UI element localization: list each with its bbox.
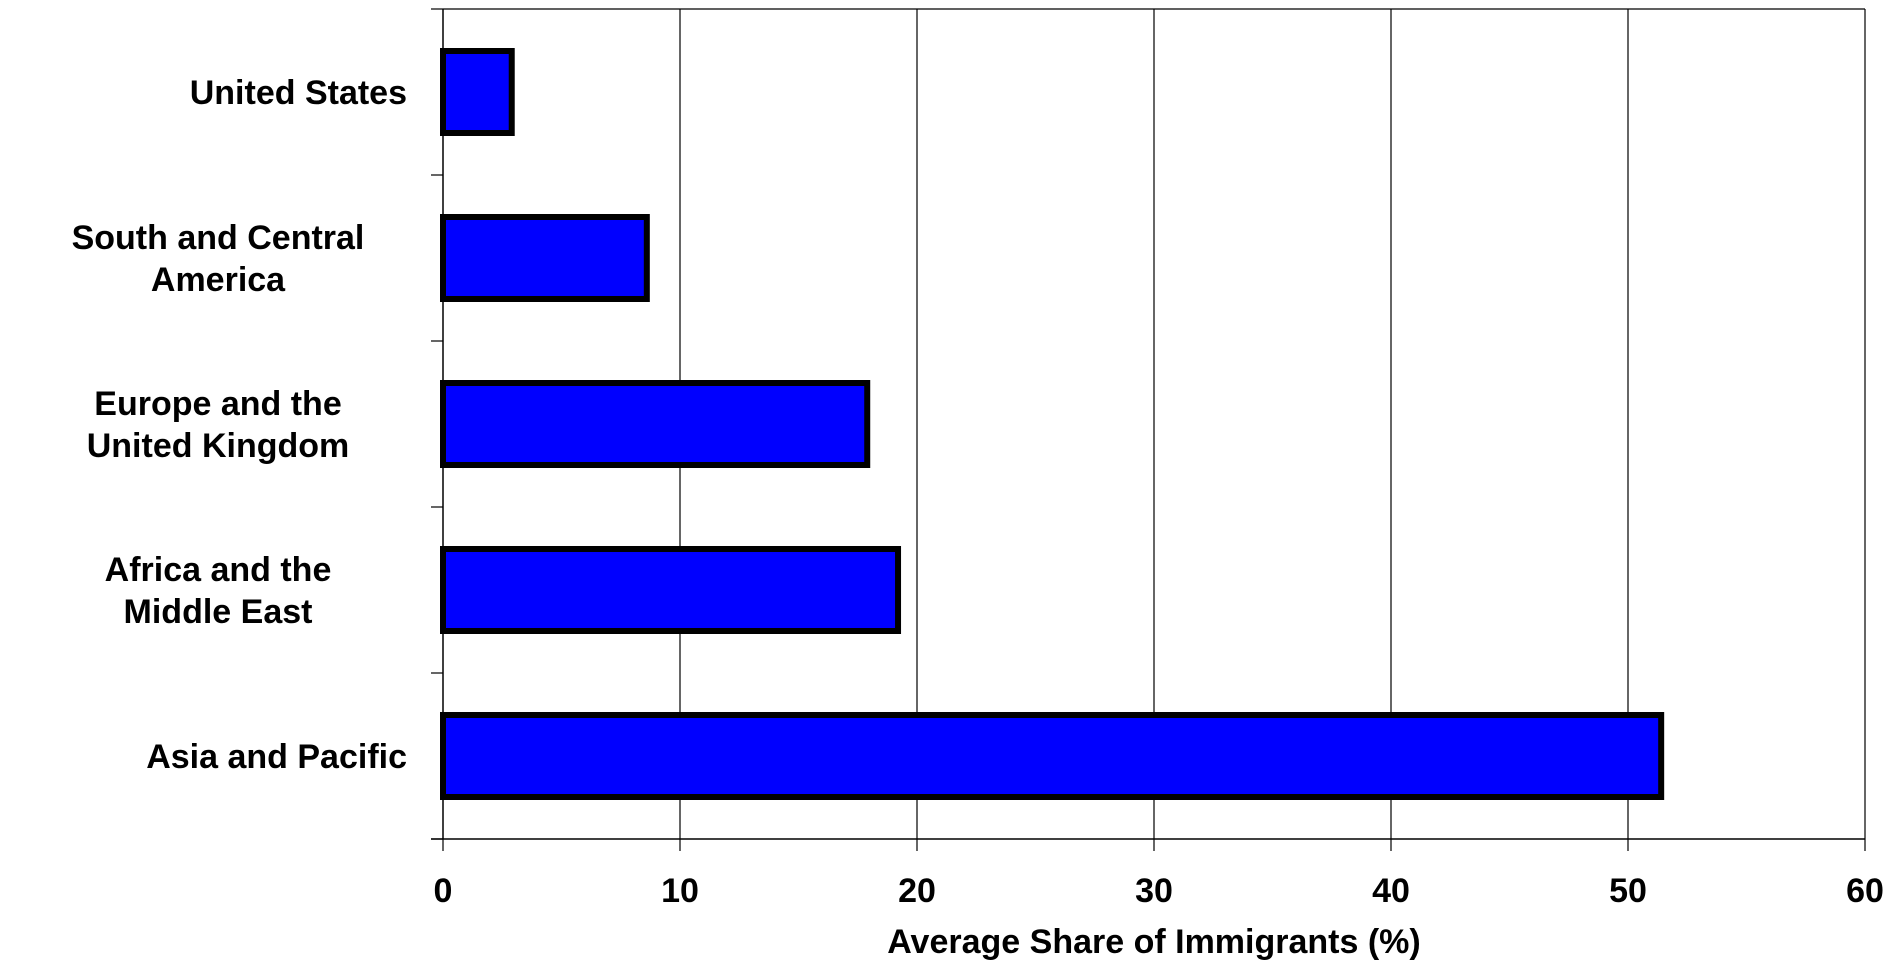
x-tick-label: 50 <box>1609 872 1647 910</box>
x-tick-label: 60 <box>1846 872 1884 910</box>
bar <box>440 48 515 136</box>
x-tick-label: 10 <box>661 872 699 910</box>
x-tick-label: 40 <box>1372 872 1410 910</box>
category-labels: United States South and Central America Eur… <box>72 74 407 776</box>
bars <box>440 48 1665 800</box>
bar <box>440 214 650 302</box>
bar <box>440 380 871 468</box>
category-label: United States <box>190 74 407 112</box>
bar <box>440 712 1665 800</box>
category-label: Africa and the Middle East <box>105 551 332 631</box>
category-label: Asia and Pacific <box>146 738 407 776</box>
category-label: Europe and the United Kingdom <box>87 385 350 465</box>
x-tick-label: 30 <box>1135 872 1173 910</box>
category-label: South and Central America <box>72 219 365 299</box>
x-tick-label: 20 <box>898 872 936 910</box>
x-tick-labels: 0 10 20 30 40 50 60 <box>434 872 1884 910</box>
x-axis-title: Average Share of Immigrants (%) <box>887 923 1420 961</box>
x-tick-label: 0 <box>434 872 453 910</box>
grid-lines <box>442 9 1866 851</box>
bar <box>440 546 902 634</box>
